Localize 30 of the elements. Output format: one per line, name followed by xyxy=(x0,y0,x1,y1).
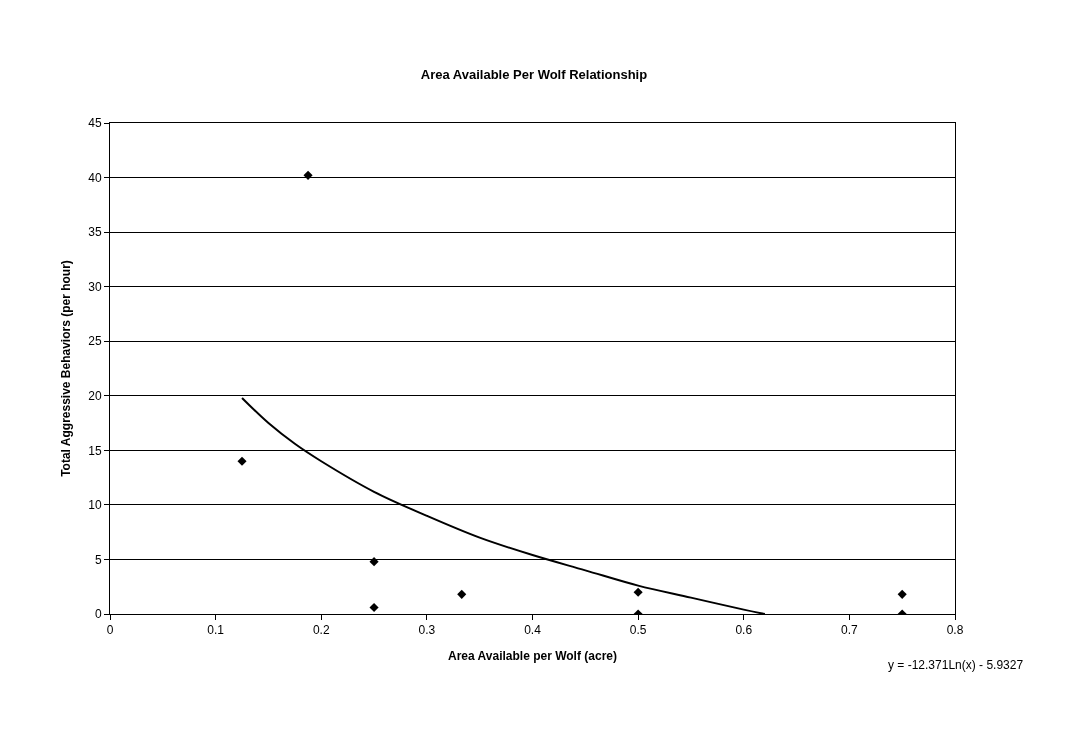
text: y = -12.371Ln(x) - 5.9327 xyxy=(888,658,1024,672)
x-tick-label: 0 xyxy=(106,623,114,638)
x-tick-label: 0.4 xyxy=(524,623,542,638)
y-tick-label: 20 xyxy=(88,388,102,403)
y-tick-label: 0 xyxy=(94,607,102,622)
point xyxy=(369,557,379,567)
point xyxy=(303,170,313,180)
y-tick-label: 15 xyxy=(88,443,102,458)
x-tick-label: 0.5 xyxy=(629,623,647,638)
x-tick-label: 0.7 xyxy=(841,623,859,638)
y-tick-label: 30 xyxy=(88,279,102,294)
x-tick-label: 0.6 xyxy=(735,623,753,638)
y-tick-label: 5 xyxy=(94,552,102,567)
y-tick-label: 40 xyxy=(88,170,102,185)
y-tick-label: 35 xyxy=(88,225,102,240)
x-tick-label: 0.8 xyxy=(946,623,964,638)
y-tick-label: 25 xyxy=(88,334,102,349)
point xyxy=(457,589,467,599)
x-axis-title: Area Available per Wolf (acre) xyxy=(448,649,617,664)
x-tick-label: 0.1 xyxy=(207,623,225,638)
point xyxy=(369,602,379,612)
x-tick-label: 0.2 xyxy=(312,623,330,638)
chart-title: Area Available Per Wolf Relationship xyxy=(420,67,648,83)
point xyxy=(237,456,247,466)
point xyxy=(897,589,907,599)
y-axis-title: Total Aggressive Behaviors (per hour) xyxy=(58,260,73,477)
y-tick-label: 45 xyxy=(88,116,102,131)
y-tick-label: 10 xyxy=(88,498,102,513)
x-tick-label: 0.3 xyxy=(418,623,436,638)
point xyxy=(633,587,643,597)
